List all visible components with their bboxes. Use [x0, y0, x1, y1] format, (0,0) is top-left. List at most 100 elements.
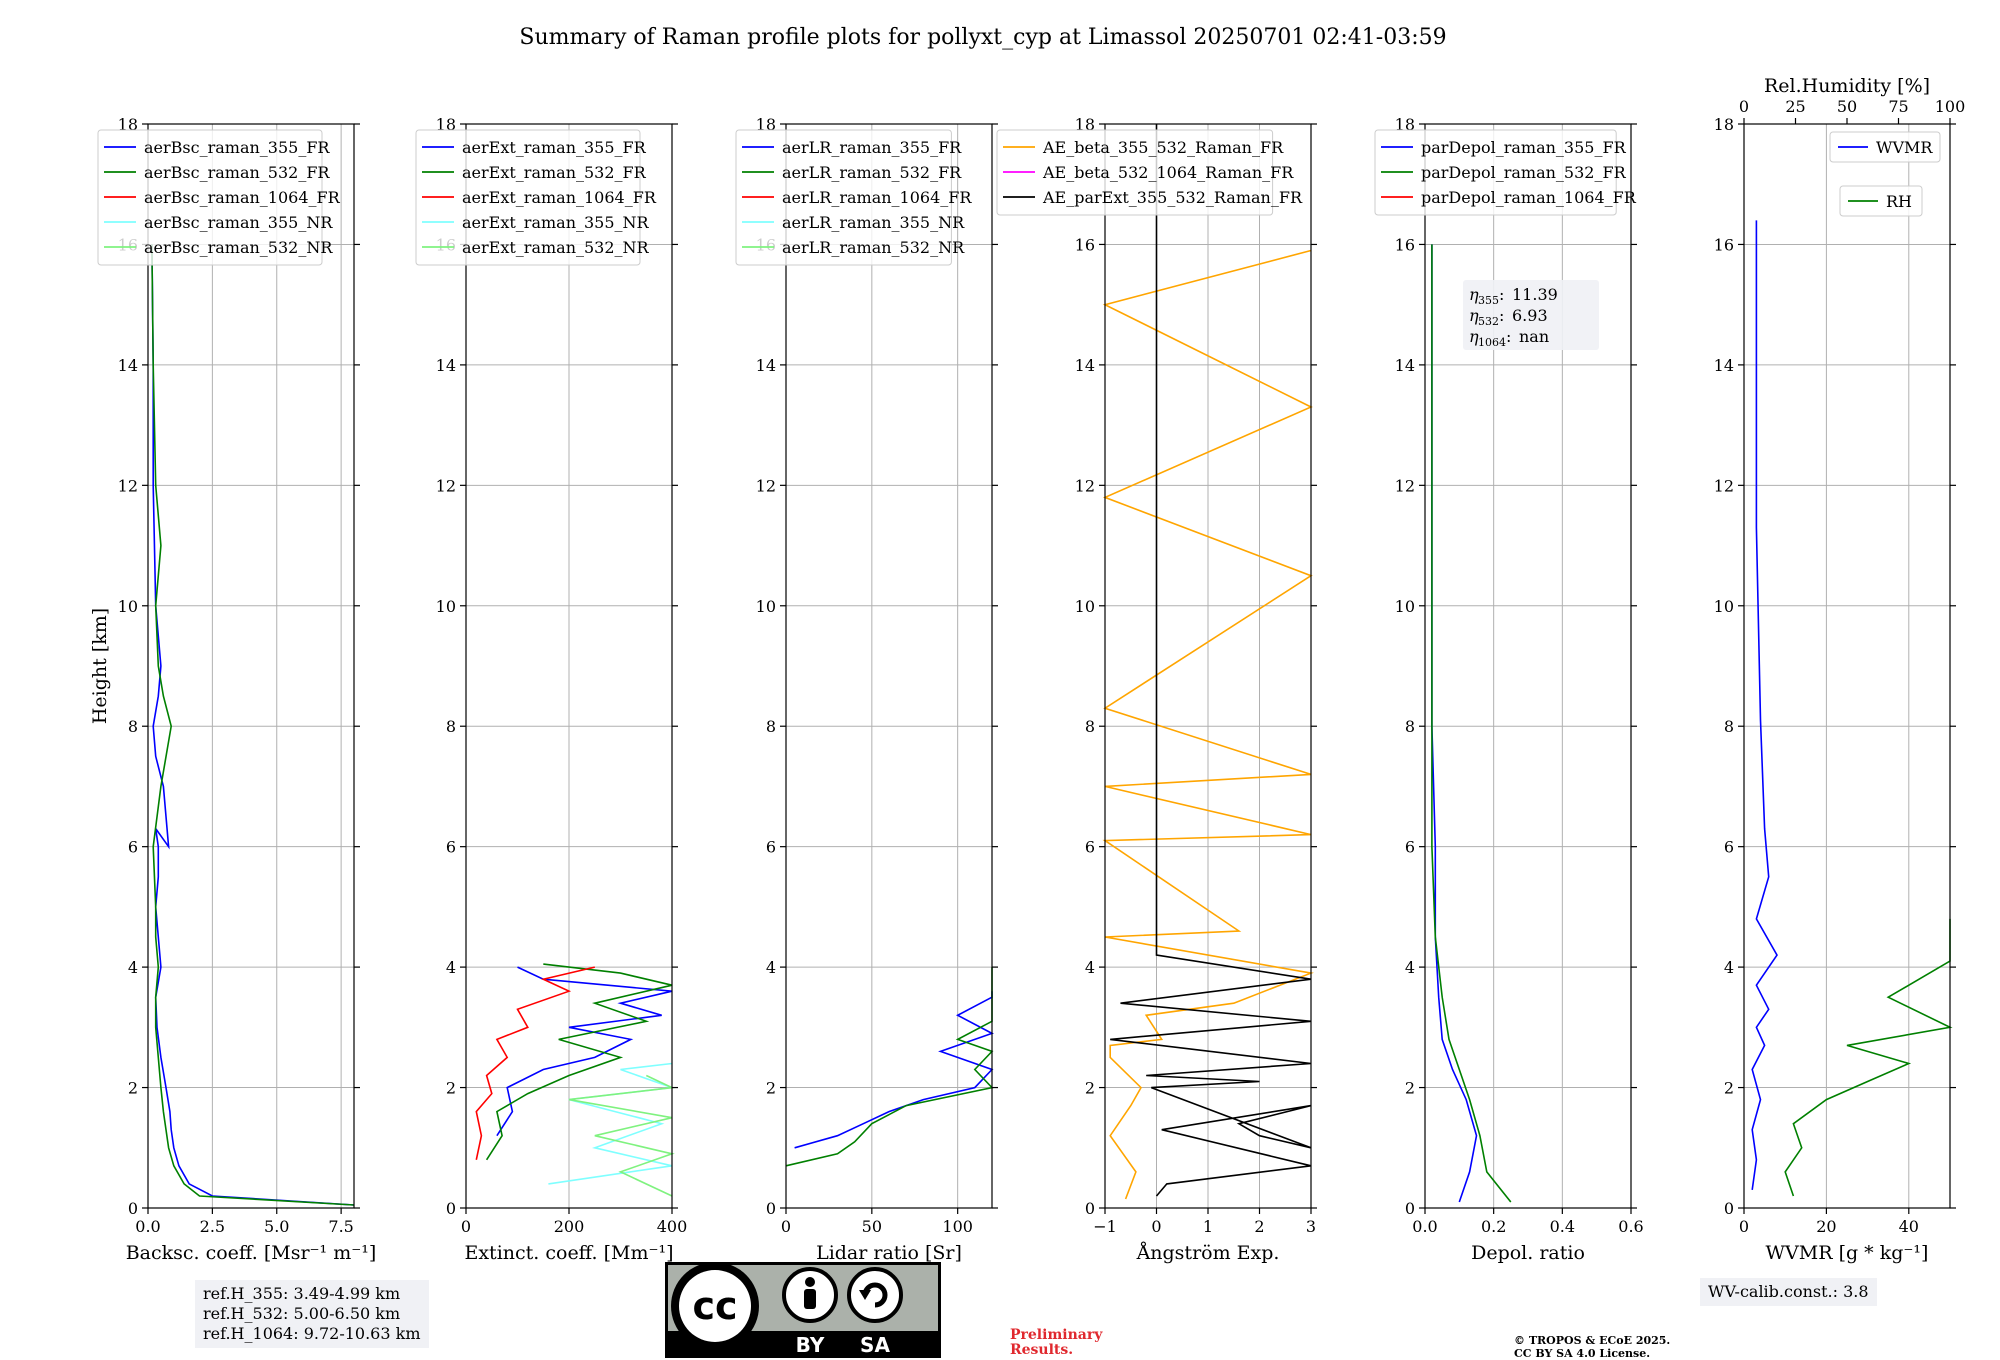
by-person-body: [804, 1289, 816, 1309]
y-tick-label: 18: [118, 115, 138, 134]
eta-symbol: η: [1469, 327, 1479, 346]
y-tick-label: 8: [766, 717, 776, 736]
eta-colon: :: [1499, 306, 1504, 325]
y-tick-label: 18: [756, 115, 776, 134]
series-aerExt_raman_355_NR: [548, 1062, 673, 1185]
legend-entry: parDepol_raman_532_FR: [1421, 163, 1627, 182]
copyright-line-2: CC BY SA 4.0 License.: [1514, 1347, 1651, 1360]
y-tick-label: 0: [1085, 1199, 1095, 1218]
legend-entry: aerExt_raman_532_FR: [462, 163, 647, 182]
top-x-tick-label: 0: [1739, 97, 1749, 116]
y-tick-label: 14: [1714, 356, 1734, 375]
series-parDepol_raman_355_FR: [1431, 244, 1478, 1203]
panel-lidar_ratio: 024681012141618050100Lidar ratio [Sr]aer…: [735, 115, 998, 1264]
x-tick-label: 400: [657, 1217, 688, 1236]
y-tick-label: 8: [1085, 717, 1095, 736]
axes-frame: [785, 123, 993, 1209]
y-tick-label: 0: [766, 1199, 776, 1218]
y-tick-label: 0: [446, 1199, 456, 1218]
series-RH: [1784, 918, 1953, 1197]
x-tick-label: 20: [1816, 1217, 1836, 1236]
y-tick-label: 4: [446, 958, 456, 977]
legend-entry: aerLR_raman_355_FR: [782, 138, 962, 157]
sa-label: SA: [860, 1333, 890, 1357]
sa-arrow-head: [859, 1290, 871, 1300]
wv-calibration-constant: WV-calib.const.: 3.8: [1708, 1282, 1869, 1301]
x-axis-label: Ångström Exp.: [1136, 1242, 1280, 1264]
top-x-axis-label: Rel.Humidity [%]: [1764, 75, 1930, 97]
y-tick-label: 4: [128, 958, 138, 977]
by-label: BY: [796, 1333, 825, 1357]
x-tick-label: 50: [862, 1217, 882, 1236]
x-tick-label: 1: [1203, 1217, 1213, 1236]
x-axis-label: WVMR [g * kg⁻¹]: [1766, 1242, 1929, 1264]
axes-frame: [1424, 123, 1632, 1209]
y-tick-label: 6: [1085, 838, 1095, 857]
legend-box: [1839, 185, 1923, 217]
x-axis-label: Lidar ratio [Sr]: [816, 1242, 962, 1264]
figure-title: Summary of Raman profile plots for polly…: [519, 25, 1446, 50]
legend-entry: aerExt_raman_355_FR: [462, 138, 647, 157]
legend-entry: AE_beta_355_532_Raman_FR: [1042, 138, 1284, 157]
copyright-notice: © TROPOS & ECoE 2025. CC BY SA 4.0 Licen…: [1514, 1334, 1670, 1360]
x-axis-label: Extinct. coeff. [Mm⁻¹]: [464, 1242, 673, 1264]
y-tick-label: 2: [446, 1079, 456, 1098]
eta-colon: :: [1499, 285, 1504, 304]
top-x-tick-label: 50: [1837, 97, 1857, 116]
y-tick-label: 8: [446, 717, 456, 736]
legend-box: [97, 129, 323, 266]
legend-box: [1829, 131, 1941, 163]
legend-entry: AE_beta_532_1064_Raman_FR: [1042, 163, 1294, 182]
y-tick-label: 12: [1395, 476, 1415, 495]
legend-entry: aerBsc_raman_1064_FR: [144, 188, 341, 207]
legend-entry: aerLR_raman_1064_FR: [782, 188, 972, 207]
x-tick-label: 0.6: [1618, 1217, 1643, 1236]
eta-value-532: 6.93: [1512, 306, 1548, 325]
y-tick-label: 18: [1395, 115, 1415, 134]
series-aerBsc_raman_355_FR: [151, 244, 355, 1206]
x-tick-label: 3: [1306, 1217, 1316, 1236]
y-tick-label: 16: [1075, 235, 1095, 254]
ref-height-355: ref.H_355: 3.49-4.99 km: [203, 1284, 401, 1303]
preliminary-notice: Preliminary Results.: [1010, 1328, 1102, 1358]
y-axis-label: Height [km]: [89, 608, 111, 724]
y-tick-label: 2: [1085, 1079, 1095, 1098]
legend-box: [1374, 129, 1617, 216]
x-tick-label: 7.5: [328, 1217, 353, 1236]
top-x-tick-label: 100: [1935, 97, 1966, 116]
panel-extinction: 0246810121416180200400Extinct. coeff. [M…: [415, 115, 688, 1264]
y-tick-label: 8: [1724, 717, 1734, 736]
eta-annotation-box: [1463, 280, 1599, 350]
series-AE_parExt_355_532_Raman_FR: [1110, 124, 1312, 1197]
y-tick-label: 2: [1405, 1079, 1415, 1098]
legend-entry: aerBsc_raman_532_NR: [144, 238, 333, 257]
y-tick-label: 16: [1714, 235, 1734, 254]
y-tick-label: 12: [1714, 476, 1734, 495]
panel-water_vapor: 0 2 4 6 8 10 12 14 16 18 0 20 40 WVMR [g * kg⁻¹] 0 25 50…: [1714, 75, 1966, 1264]
y-tick-label: 14: [756, 356, 776, 375]
y-tick-label: 12: [436, 476, 456, 495]
ref-height-1064: ref.H_1064: 9.72-10.63 km: [203, 1324, 421, 1343]
legend-entry: aerLR_raman_355_NR: [782, 213, 965, 232]
eta-subscript: 532: [1478, 315, 1499, 328]
x-tick-label: 40: [1899, 1217, 1919, 1236]
series-aerBsc_raman_532_FR: [151, 244, 355, 1206]
series-WVMR: [1751, 220, 1778, 1191]
axes-frame: [147, 123, 355, 1209]
y-tick-label: 10: [1714, 597, 1734, 616]
preliminary-line-1: Preliminary: [1010, 1327, 1103, 1343]
eta-symbol: η: [1469, 306, 1479, 325]
x-tick-label: 0: [781, 1217, 791, 1236]
x-tick-label: 0: [461, 1217, 471, 1236]
series-aerExt_raman_1064_FR: [475, 966, 595, 1160]
by-person-head: [805, 1277, 815, 1287]
y-tick-label: 10: [756, 597, 776, 616]
x-tick-label: −1: [1093, 1217, 1117, 1236]
y-tick-label: 6: [446, 838, 456, 857]
legend-box: [735, 129, 952, 266]
x-tick-label: 5.0: [264, 1217, 289, 1236]
y-tick-label: 8: [1405, 717, 1415, 736]
x-tick-label: 0: [1739, 1217, 1749, 1236]
